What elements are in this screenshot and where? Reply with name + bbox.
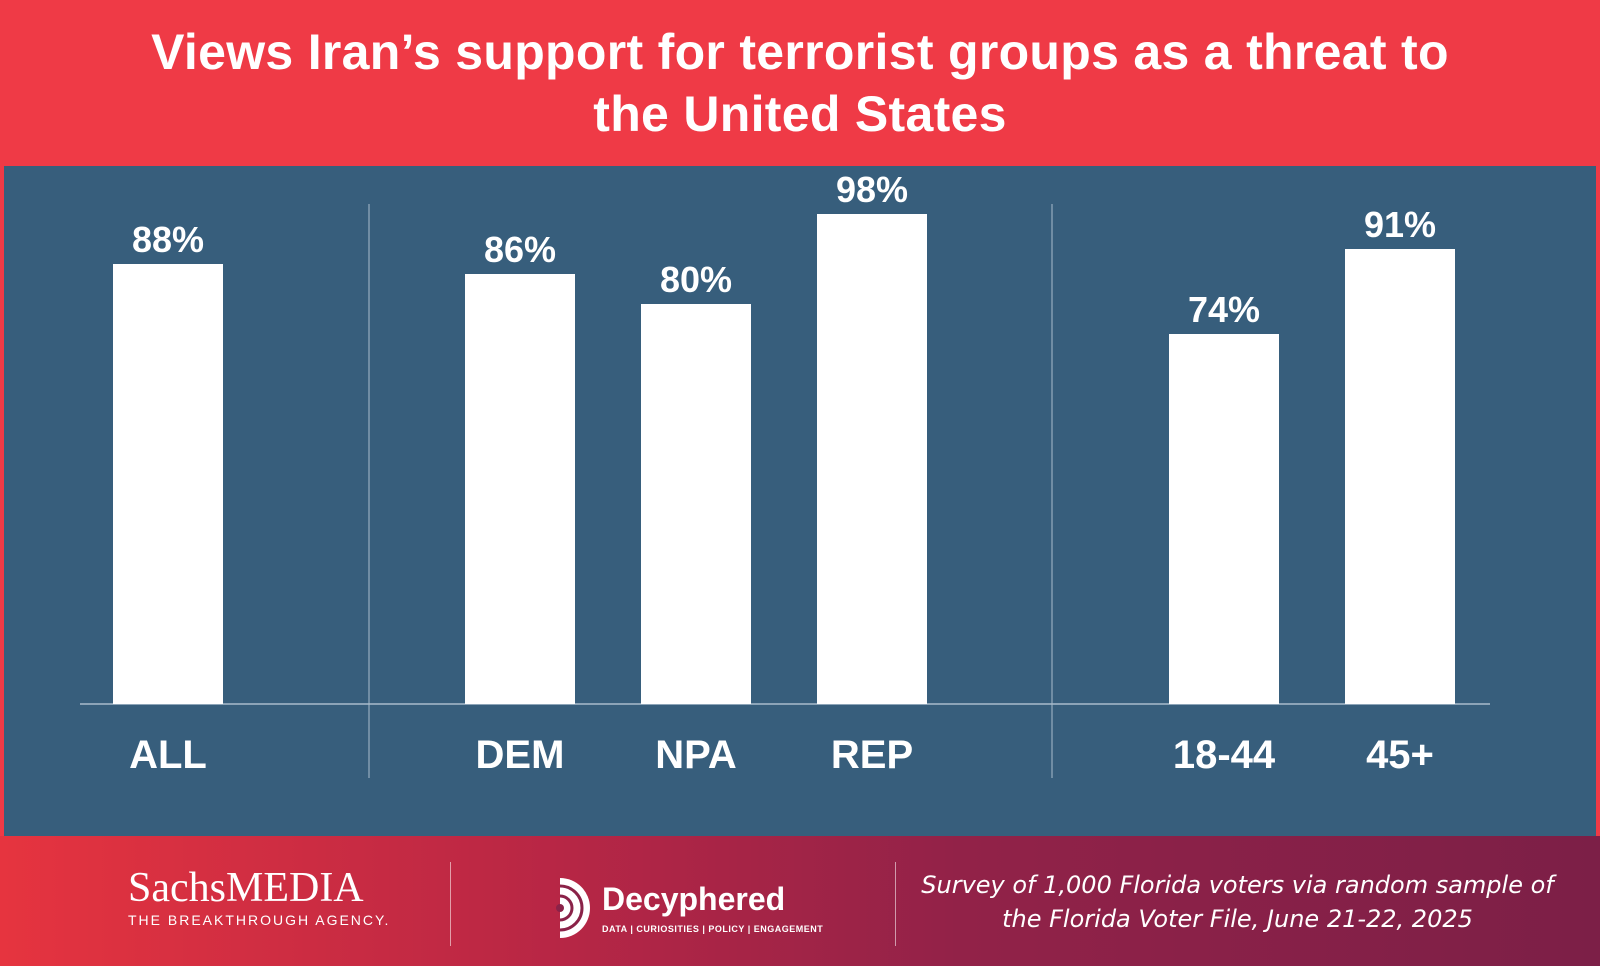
bar-18-44 — [1169, 334, 1279, 704]
chart-title: Views Iran’s support for terrorist group… — [151, 24, 1449, 142]
footer-divider-2 — [895, 862, 896, 946]
value-label-18-44: 74% — [1188, 289, 1260, 330]
category-label-45-: 45+ — [1366, 733, 1434, 777]
decyphered-tagline: DATA | CURIOSITIES | POLICY | ENGAGEMENT — [602, 924, 824, 934]
bar-npa — [641, 304, 751, 704]
decyphered-name: Decyphered — [602, 881, 786, 917]
sachs-media-logo: SachsMEDIA THE BREAKTHROUGH AGENCY. — [128, 866, 390, 928]
header: Views Iran’s support for terrorist group… — [0, 0, 1600, 166]
footer: SachsMEDIA THE BREAKTHROUGH AGENCY. Decy… — [0, 836, 1600, 966]
value-label-npa: 80% — [660, 259, 732, 300]
category-label-all: ALL — [129, 733, 207, 777]
bar-rep — [817, 214, 927, 704]
sachs-logo-text: SachsMEDIA — [128, 865, 364, 911]
category-label-dem: DEM — [476, 733, 565, 777]
category-label-rep: REP — [831, 733, 913, 777]
bar-chart: 88% ALL 86% DEM 80% NPA 98% REP 74% 18-44 91% 45+ — [80, 169, 1490, 778]
bar-45- — [1345, 249, 1455, 704]
bar-dem — [465, 274, 575, 704]
value-label-45-: 91% — [1364, 204, 1436, 245]
bar-all — [113, 264, 223, 704]
chart-panel: 88% ALL 86% DEM 80% NPA 98% REP 74% 18-44 91% 45+ — [4, 166, 1596, 836]
category-label-npa: NPA — [655, 733, 736, 777]
sachs-tagline: THE BREAKTHROUGH AGENCY. — [128, 912, 391, 928]
value-label-rep: 98% — [836, 169, 908, 210]
decyphered-mark-icon — [556, 878, 590, 938]
survey-note: Survey of 1,000 Florida voters via rando… — [921, 871, 1554, 933]
category-label-18-44: 18-44 — [1173, 733, 1276, 777]
footer-divider-1 — [450, 862, 451, 946]
value-label-dem: 86% — [484, 229, 556, 270]
decyphered-logo: Decyphered DATA | CURIOSITIES | POLICY |… — [556, 876, 823, 940]
value-label-all: 88% — [132, 219, 204, 260]
